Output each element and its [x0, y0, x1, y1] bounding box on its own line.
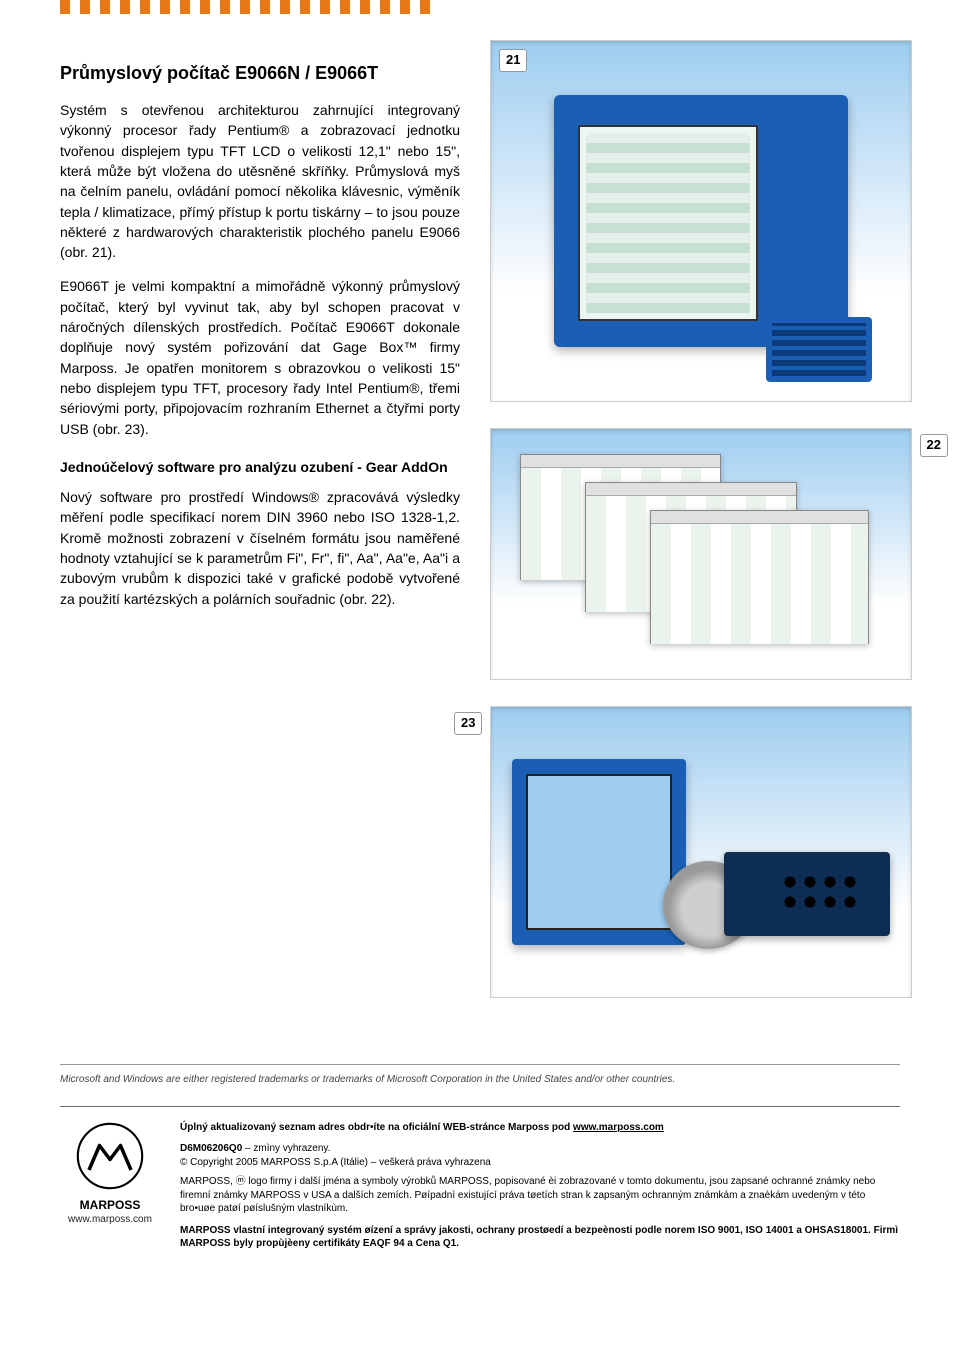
footer-line1-text: Úplný aktualizovaný seznam adres obdr•ít…: [180, 1122, 573, 1133]
figure-23-label: 23: [454, 712, 482, 735]
figure-23-wrap: 23: [490, 706, 912, 998]
section1-para2: E9066T je velmi kompaktní a mimořádně vý…: [60, 276, 460, 438]
text-column: Průmyslový počítač E9066N / E9066T Systé…: [60, 40, 460, 1024]
figure-column: 21 22 23: [490, 40, 912, 1024]
decorative-strip: [60, 0, 430, 14]
gagebox-mock: [724, 852, 890, 936]
footer: MARPOSS www.marposs.com Úplný aktualizov…: [60, 1106, 900, 1251]
window-3: [650, 510, 869, 644]
footer-line1-link[interactable]: www.marposs.com: [573, 1122, 664, 1133]
footer-legal1: MARPOSS, ⓜ logo firmy i další jména a sy…: [180, 1175, 900, 1216]
footer-code-suffix: – zmìny vyhrazeny.: [242, 1143, 330, 1154]
figure-22: [490, 428, 912, 680]
footer-text-block: Úplný aktualizovaný seznam adres obdr•ít…: [180, 1121, 900, 1251]
e9066t-setup-mock: [512, 736, 890, 968]
section2-para: Nový software pro prostředí Windows® zpr…: [60, 487, 460, 609]
marposs-logo-icon: [75, 1121, 145, 1191]
windows-stack: [520, 454, 881, 654]
e9066-device-mock: [554, 95, 848, 347]
trademark-note: Microsoft and Windows are either registe…: [60, 1064, 900, 1088]
footer-copyright: © Copyright 2005 MARPOSS S.p.A (Itálie) …: [180, 1156, 900, 1170]
figure-21-label: 21: [499, 49, 527, 72]
figure-22-label: 22: [920, 434, 948, 457]
footer-logo-url: www.marposs.com: [60, 1213, 160, 1227]
footer-line1: Úplný aktualizovaný seznam adres obdr•ít…: [180, 1121, 900, 1135]
section1-title: Průmyslový počítač E9066N / E9066T: [60, 60, 460, 86]
monitor-mock: [512, 759, 686, 945]
two-column-layout: Průmyslový počítač E9066N / E9066T Systé…: [60, 40, 900, 1024]
footer-legal2: MARPOSS vlastní integrovaný systém øízen…: [180, 1224, 900, 1251]
footer-logo-block: MARPOSS www.marposs.com: [60, 1121, 160, 1251]
footer-code-line: D6M06206Q0 – zmìny vyhrazeny.: [180, 1142, 900, 1156]
device-screen: [578, 125, 758, 321]
figure-23: [490, 706, 912, 998]
section1-para1: Systém s otevřenou architekturou zahrnuj…: [60, 100, 460, 262]
figure-22-wrap: 22: [490, 428, 912, 680]
device-keypad: [766, 317, 872, 383]
footer-code: D6M06206Q0: [180, 1143, 242, 1154]
page: Průmyslový počítač E9066N / E9066T Systé…: [0, 0, 960, 1281]
section2-heading: Jednoúčelový software pro analýzu ozuben…: [60, 457, 460, 477]
marposs-logo-text: MARPOSS: [60, 1197, 160, 1213]
figure-21: 21: [490, 40, 912, 402]
